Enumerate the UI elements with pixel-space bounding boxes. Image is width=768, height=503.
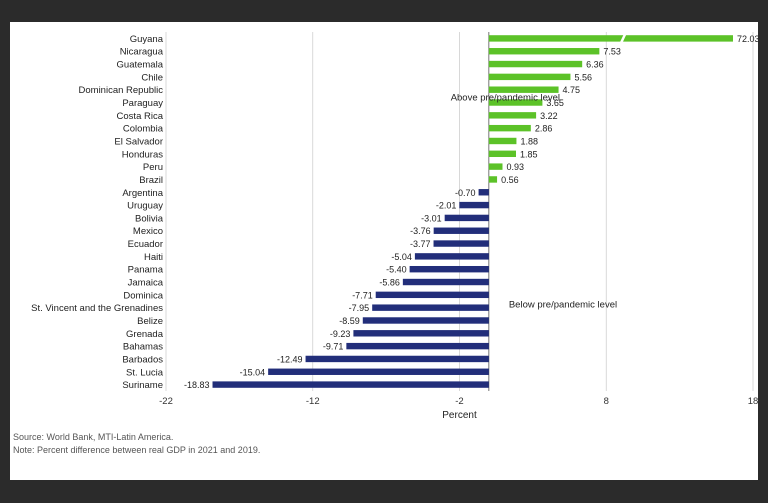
x-axis-label: Percent [442,410,477,421]
category-label: Nicaragua [120,47,164,58]
bar [375,291,489,299]
data-label: -3.76 [410,226,431,236]
category-label: Dominica [123,290,163,301]
data-label: -7.71 [352,290,373,300]
category-label: Uruguay [127,201,163,212]
bar [305,355,489,363]
bar [362,317,489,324]
data-label: 0.56 [501,175,519,185]
bar [212,381,489,388]
category-label: Belize [137,316,163,327]
category-label: Panama [128,265,164,276]
bar [433,240,489,247]
data-label: -0.70 [455,188,476,198]
bar [488,35,733,42]
axis-break-mark [619,31,628,46]
data-label: 1.85 [520,149,538,159]
category-label: El Salvador [114,136,163,147]
data-label: -5.40 [386,265,407,275]
bar [488,150,516,158]
category-label: Bolivia [135,213,164,224]
note-text: Note: Percent difference between real GD… [13,445,261,455]
bar [372,304,489,311]
bar [488,163,503,170]
bar [402,278,489,286]
category-label: St. Vincent and the Grenadines [31,303,163,314]
category-label: Haiti [144,252,163,263]
category-label: St. Lucia [126,367,164,378]
bar [433,227,489,234]
bar [488,176,498,183]
bar [488,112,537,119]
data-label: 4.75 [563,85,581,95]
bar-chart: -22 -12 -2 8 18 Guyana 72.03 Nicaragua 7.53 Guate… [31,31,758,421]
category-label: Colombia [123,124,164,135]
bar [444,214,489,222]
category-label: Costa Rica [117,111,164,122]
annotation-above: Above pre/pandemic level [451,93,560,104]
bar [488,124,531,132]
category-label: Bahamas [123,342,163,353]
category-label: Guatemala [117,60,164,71]
category-label: Grenada [126,329,164,340]
data-label: -9.23 [330,329,351,339]
bar [414,253,489,260]
category-label: Jamaica [128,278,164,289]
category-label: Peru [143,162,163,173]
bar [268,368,489,375]
category-label: Argentina [122,188,163,199]
bar [478,189,489,196]
x-tick-label: 18 [748,396,758,407]
category-label: Mexico [133,226,163,237]
category-label: Honduras [122,149,163,160]
data-label: -5.86 [379,278,400,288]
data-label: -12.49 [277,354,303,364]
data-label: -8.59 [339,316,360,326]
bar [488,60,583,68]
data-label: 3.22 [540,111,558,121]
source-note: Source: World Bank, MTI-Latin America. [13,432,174,442]
data-label: 0.93 [506,162,524,172]
data-label: 72.03 [737,34,758,44]
data-label: 2.86 [535,124,553,134]
x-tick-label: -12 [306,396,320,407]
bar [488,73,571,81]
data-label: -9.71 [323,342,344,352]
data-label: -3.77 [410,239,431,249]
bar [488,48,600,55]
bar [488,99,543,106]
category-label: Guyana [130,34,164,45]
x-tick-label: 8 [604,396,609,407]
data-label: -7.95 [349,303,370,313]
data-label: 5.56 [574,72,592,82]
x-tick-label: -22 [159,396,173,407]
data-label: -3.01 [421,213,442,223]
chart-panel: -22 -12 -2 8 18 Guyana 72.03 Nicaragua 7.53 Guate… [10,22,758,480]
data-label: 7.53 [603,47,621,57]
data-label: 3.65 [546,98,564,108]
data-label: -5.04 [391,252,412,262]
bar [488,86,559,93]
bar [459,201,489,209]
category-label: Paraguay [122,98,163,109]
category-label: Chile [141,72,163,83]
category-label: Ecuador [128,239,163,250]
data-label: -2.01 [436,201,457,211]
data-label: 1.88 [520,136,538,146]
data-label: -15.04 [240,367,266,377]
bar [353,330,489,337]
category-label: Brazil [139,175,163,186]
annotation-below: Below pre/pandemic level [509,300,617,311]
data-label: -18.83 [184,380,210,390]
category-label: Suriname [122,380,163,391]
bar [409,265,489,273]
bar [488,137,517,145]
data-label: 6.36 [586,60,604,70]
x-tick-label: -2 [455,396,463,407]
category-label: Dominican Republic [79,85,164,96]
category-label: Barbados [122,354,163,365]
bar [346,342,489,350]
